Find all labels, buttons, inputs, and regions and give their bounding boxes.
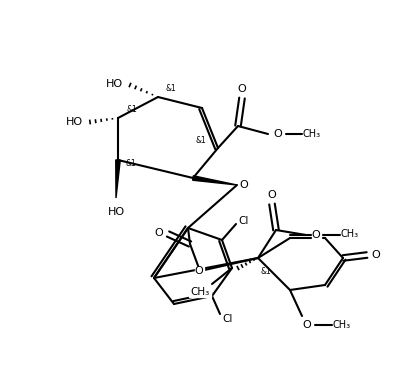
Text: HO: HO	[107, 207, 125, 217]
Bar	[105, 79, 123, 89]
Text: Cl: Cl	[223, 314, 233, 324]
Text: O: O	[268, 190, 276, 200]
Text: O: O	[274, 129, 282, 139]
Bar	[239, 180, 249, 190]
Bar	[268, 190, 276, 200]
Bar	[274, 130, 282, 138]
Text: O: O	[238, 84, 246, 94]
Text: &1: &1	[126, 159, 136, 168]
Bar	[239, 217, 249, 225]
Bar	[65, 117, 83, 127]
Text: O: O	[372, 250, 380, 260]
Text: &1: &1	[127, 104, 137, 114]
Text: &1: &1	[261, 268, 271, 276]
Text: &1: &1	[196, 135, 207, 145]
Polygon shape	[193, 176, 237, 185]
Bar	[372, 251, 380, 259]
Text: O: O	[303, 320, 311, 330]
Text: CH₃: CH₃	[341, 229, 359, 239]
Bar	[238, 85, 246, 93]
Bar	[311, 231, 320, 239]
Text: CH₃: CH₃	[190, 287, 210, 297]
Bar	[194, 266, 203, 276]
Text: O: O	[240, 180, 248, 190]
Bar	[303, 321, 311, 330]
Text: Cl: Cl	[239, 216, 249, 226]
Text: O: O	[195, 266, 203, 276]
Text: HO: HO	[66, 117, 83, 127]
Bar	[223, 314, 233, 324]
Text: O: O	[311, 230, 320, 240]
Text: CH₃: CH₃	[333, 320, 351, 330]
Bar	[189, 287, 211, 297]
Bar	[155, 228, 163, 238]
Text: CH₃: CH₃	[303, 129, 321, 139]
Text: HO: HO	[105, 79, 123, 89]
Polygon shape	[116, 160, 120, 198]
Text: O: O	[155, 228, 163, 238]
Text: &1: &1	[166, 83, 176, 93]
